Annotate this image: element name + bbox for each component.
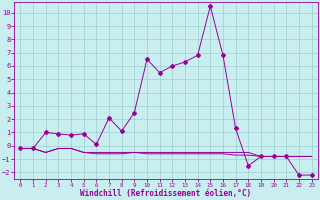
X-axis label: Windchill (Refroidissement éolien,°C): Windchill (Refroidissement éolien,°C) bbox=[80, 189, 252, 198]
